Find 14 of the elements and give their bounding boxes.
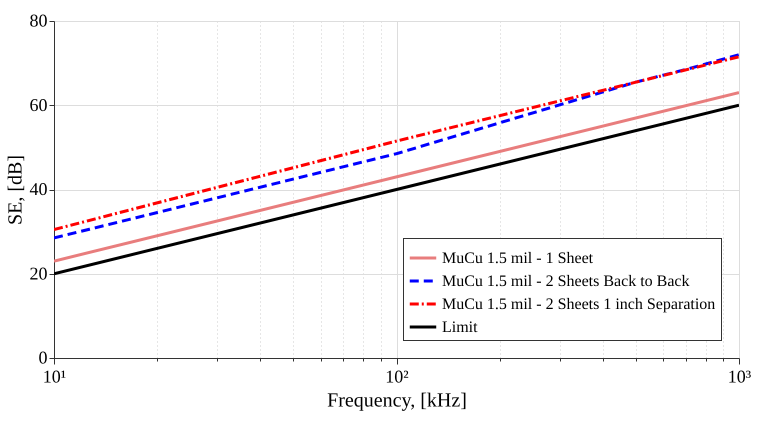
y-tick-label: 80 bbox=[30, 10, 48, 30]
y-tick-label: 0 bbox=[38, 348, 48, 368]
legend-label: Limit bbox=[442, 319, 478, 336]
y-tick-label: 60 bbox=[30, 94, 48, 115]
x-tick-label: 10¹ bbox=[42, 366, 66, 386]
y-tick-label: 20 bbox=[30, 263, 48, 284]
legend-label: MuCu 1.5 mil - 2 Sheets Back to Back bbox=[442, 273, 690, 290]
x-tick-label: 10³ bbox=[728, 366, 752, 386]
y-tick-label: 40 bbox=[30, 179, 48, 199]
legend-label: MuCu 1.5 mil - 2 Sheets 1 inch Separation bbox=[442, 296, 716, 313]
legend-label: MuCu 1.5 mil - 1 Sheet bbox=[442, 250, 594, 267]
y-axis-title: SE, [dB] bbox=[4, 155, 26, 225]
x-tick-label: 10² bbox=[385, 366, 409, 386]
x-axis-title: Frequency, [kHz] bbox=[327, 390, 467, 412]
